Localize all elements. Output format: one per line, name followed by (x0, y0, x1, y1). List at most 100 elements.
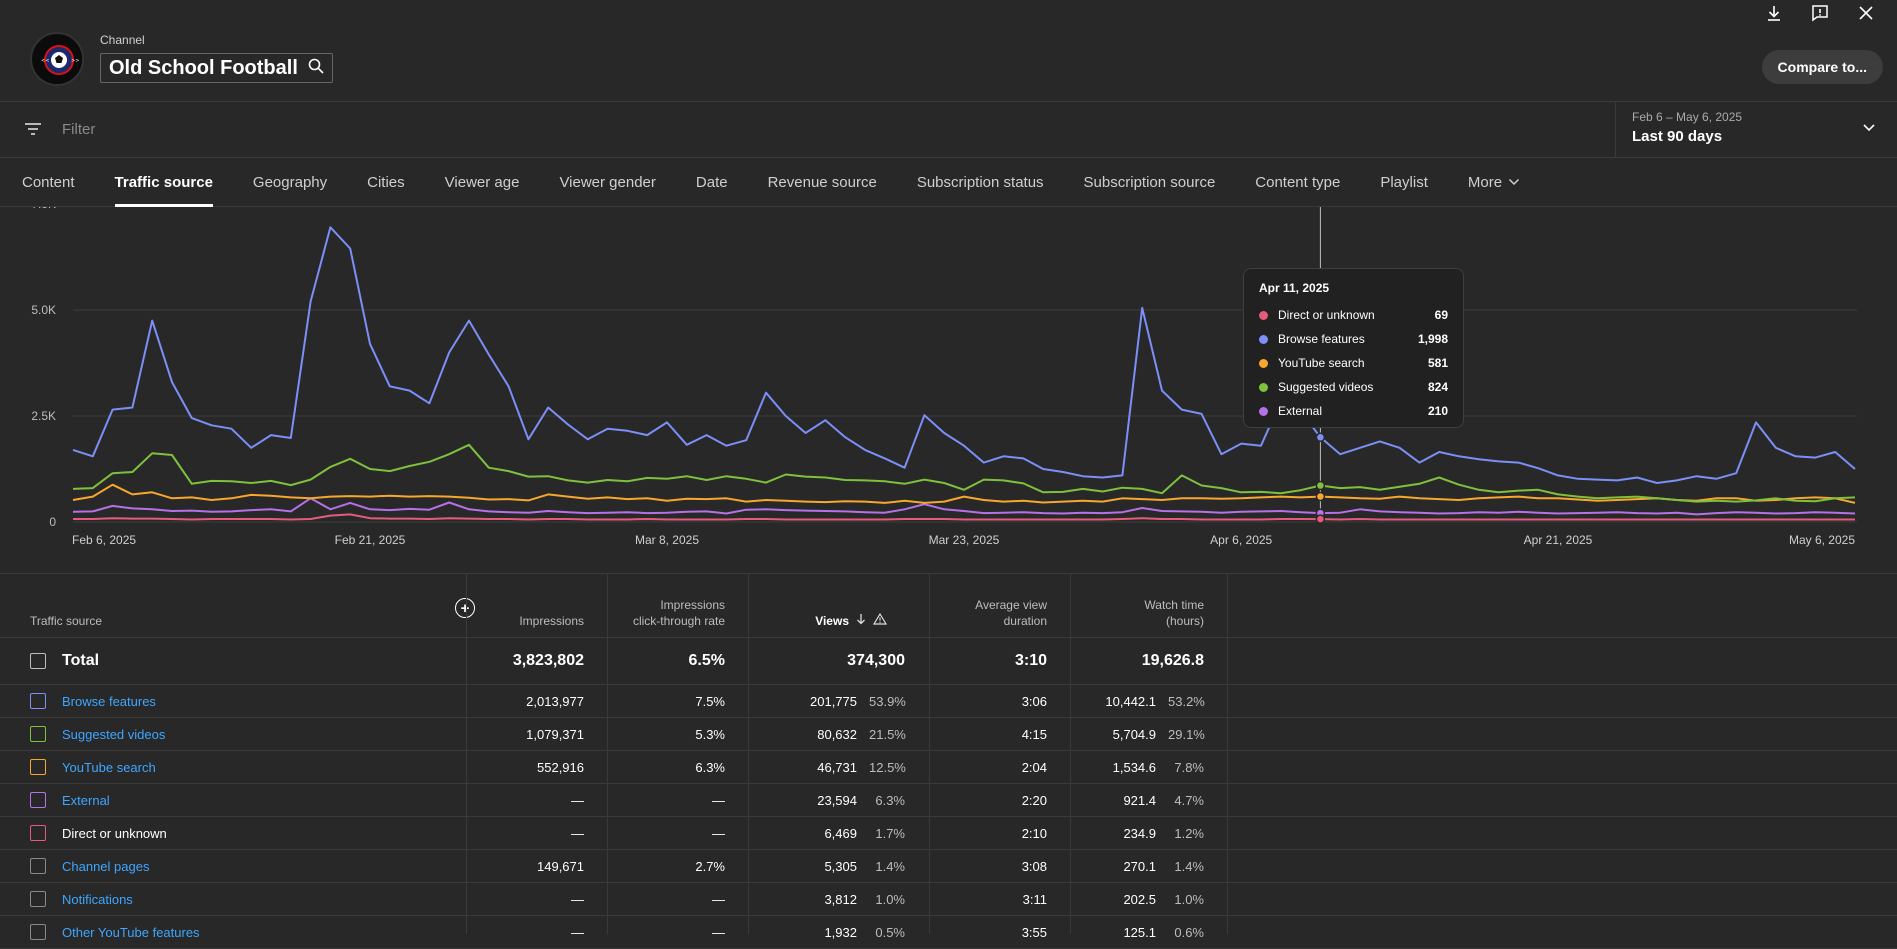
tooltip-series-value: 210 (1427, 404, 1448, 418)
watch-value: 10,442.1 (1105, 693, 1156, 709)
table-row[interactable]: YouTube search 552,916 6.3% 46,731 12.5% 2:04… (0, 751, 1897, 784)
watch-value: 125.1 (1123, 924, 1156, 940)
views-label: Views (815, 614, 849, 628)
watch-value: 202.5 (1123, 891, 1156, 907)
tooltip-series-value: 581 (1427, 356, 1448, 370)
views-value: 3,812 (824, 891, 857, 907)
download-icon[interactable] (1763, 2, 1785, 24)
tab-subscription-source[interactable]: Subscription source (1084, 158, 1216, 207)
filter-icon[interactable] (24, 121, 42, 142)
row-ctr: — (712, 891, 725, 907)
views-value: 23,594 (817, 792, 857, 808)
total-checkbox[interactable] (30, 653, 46, 669)
views-percent: 21.5% (869, 726, 906, 742)
add-column-icon[interactable]: + (455, 598, 475, 618)
x-tick-label: Apr 6, 2025 (1210, 533, 1272, 547)
row-source-name[interactable]: Notifications (62, 891, 133, 907)
row-checkbox[interactable] (30, 924, 46, 940)
hover-point (1315, 491, 1326, 502)
feedback-icon[interactable] (1809, 2, 1831, 24)
channel-avatar[interactable]: << >> (30, 32, 84, 86)
row-impressions: — (571, 924, 584, 940)
row-impressions: — (571, 825, 584, 841)
row-checkbox[interactable] (30, 693, 46, 709)
chevron-down-icon[interactable] (1861, 120, 1877, 141)
watch-percent: 1.2% (1174, 825, 1204, 841)
col-ctr[interactable]: Impressions click-through rate (632, 598, 725, 628)
row-source-name[interactable]: External (62, 792, 110, 808)
table-row[interactable]: External — — 23,594 6.3% 2:20 921.4 4.7% (0, 784, 1897, 817)
series-line-direct-or-unknown (73, 513, 1855, 521)
tab-more[interactable]: More (1468, 158, 1520, 207)
row-checkbox[interactable] (30, 726, 46, 742)
views-value: 80,632 (817, 726, 857, 742)
tab-label: Content type (1255, 174, 1341, 191)
row-checkbox[interactable] (30, 825, 46, 841)
tab-revenue-source[interactable]: Revenue source (768, 158, 877, 207)
row-source-name[interactable]: Channel pages (62, 858, 150, 874)
tab-viewer-age[interactable]: Viewer age (445, 158, 520, 207)
tab-cities[interactable]: Cities (367, 158, 405, 207)
tab-content-type[interactable]: Content type (1255, 158, 1340, 207)
line-chart[interactable]: 0 2.5K 5.0K 7.5K Feb 6, 2025 Feb 21, 2025 Mar … (0, 197, 1897, 573)
compare-button[interactable]: Compare to... (1761, 50, 1883, 84)
chevron-down-icon (1508, 174, 1520, 191)
row-source-name[interactable]: Suggested videos (62, 726, 166, 742)
row-views: 5,305 1.4% (824, 850, 905, 882)
row-checkbox[interactable] (30, 759, 46, 775)
row-avg-duration: 3:06 (1021, 693, 1047, 709)
col-watch-time[interactable]: Watch time (hours) (1144, 598, 1204, 628)
row-avg-duration: 2:04 (1021, 759, 1047, 775)
channel-selector[interactable]: Old School Football (100, 53, 333, 83)
row-avg-duration: 2:20 (1021, 792, 1047, 808)
tab-label: More (1467, 174, 1503, 191)
views-value: 46,731 (817, 759, 857, 775)
row-views: 6,469 1.7% (824, 817, 905, 849)
table-row[interactable]: Suggested videos 1,079,371 5.3% 80,632 21.5%… (0, 718, 1897, 751)
tab-label: Traffic source (114, 174, 213, 191)
warning-icon[interactable] (872, 612, 888, 629)
tab-traffic-source[interactable]: Traffic source (114, 158, 214, 207)
row-source-name[interactable]: Other YouTube features (62, 924, 200, 940)
date-range-selector[interactable]: Feb 6 – May 6, 2025 Last 90 days (1615, 102, 1897, 158)
table-row[interactable]: Notifications — — 3,812 1.0% 3:11 202.5 1.0% (0, 883, 1897, 916)
row-watch-time: 270.1 1.4% (1123, 850, 1204, 882)
col-traffic-source[interactable]: Traffic source (30, 614, 103, 628)
filter-input[interactable]: Filter (62, 121, 96, 138)
series-dot (1259, 406, 1268, 416)
tab-geography[interactable]: Geography (253, 158, 327, 207)
row-source-name[interactable]: Browse features (62, 693, 156, 709)
row-checkbox[interactable] (30, 792, 46, 808)
tab-content[interactable]: Content (22, 158, 75, 207)
search-icon[interactable] (308, 58, 324, 79)
tooltip-row: Direct or unknown 69 (1259, 303, 1448, 327)
views-percent: 0.5% (875, 924, 905, 940)
tab-label: Subscription status (916, 174, 1044, 191)
row-source-name[interactable]: YouTube search (62, 759, 156, 775)
tab-subscription-status[interactable]: Subscription status (917, 158, 1044, 207)
row-checkbox[interactable] (30, 858, 46, 874)
row-avg-duration: 3:08 (1021, 858, 1047, 874)
table-row[interactable]: Direct or unknown — — 6,469 1.7% 2:10 234.9 1.2… (0, 817, 1897, 850)
row-watch-time: 125.1 0.6% (1123, 916, 1204, 948)
table-row[interactable]: Channel pages 149,671 2.7% 5,305 1.4% 3:08 270… (0, 850, 1897, 883)
tab-playlist[interactable]: Playlist (1380, 158, 1428, 207)
row-impressions: 149,671 (537, 858, 584, 874)
watch-percent: 0.6% (1174, 924, 1204, 940)
row-views: 3,812 1.0% (824, 883, 905, 915)
tooltip-row: Suggested videos 824 (1259, 375, 1448, 399)
x-tick-label: Mar 8, 2025 (635, 533, 699, 547)
col-impressions[interactable]: Impressions (519, 614, 584, 628)
tab-viewer-gender[interactable]: Viewer gender (559, 158, 655, 207)
col-views[interactable]: Views (815, 612, 888, 629)
col-avg-view-duration[interactable]: Average view duration (975, 598, 1047, 628)
tab-date[interactable]: Date (696, 158, 728, 207)
row-watch-time: 5,704.9 29.1% (1113, 718, 1205, 750)
svg-text:>>: >> (71, 58, 79, 64)
sort-down-icon[interactable] (855, 613, 867, 629)
row-views: 80,632 21.5% (817, 718, 906, 750)
row-checkbox[interactable] (30, 891, 46, 907)
table-row[interactable]: Browse features 2,013,977 7.5% 201,775 53.9%… (0, 685, 1897, 718)
close-icon[interactable] (1855, 2, 1877, 24)
table-row-total[interactable]: Total 3,823,802 6.5% 374,300 3:10 19,626… (0, 638, 1897, 685)
